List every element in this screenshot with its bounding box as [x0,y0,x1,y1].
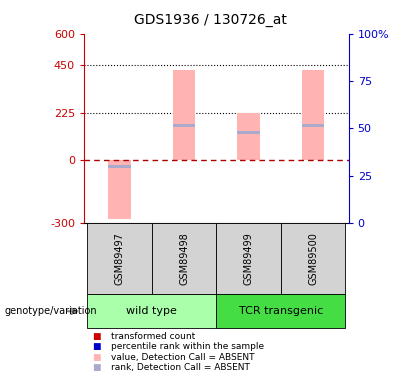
Text: rank, Detection Call = ABSENT: rank, Detection Call = ABSENT [111,363,250,372]
Text: value, Detection Call = ABSENT: value, Detection Call = ABSENT [111,353,255,362]
Text: TCR transgenic: TCR transgenic [239,306,323,316]
Bar [108,165,131,168]
Text: ■: ■ [92,353,101,362]
Text: ■: ■ [92,332,101,341]
Text: transformed count: transformed count [111,332,196,341]
Text: GSM89498: GSM89498 [179,232,189,285]
Bar [237,131,260,134]
Text: ■: ■ [92,342,101,351]
Text: GSM89499: GSM89499 [244,232,254,285]
Bar [173,69,195,160]
Text: wild type: wild type [126,306,177,316]
FancyBboxPatch shape [87,223,152,294]
Bar [302,69,324,160]
FancyBboxPatch shape [216,294,345,328]
Bar [108,160,131,219]
FancyBboxPatch shape [281,223,345,294]
Text: GSM89497: GSM89497 [115,232,124,285]
Text: GSM89500: GSM89500 [308,232,318,285]
FancyBboxPatch shape [216,223,281,294]
Text: genotype/variation: genotype/variation [4,306,97,316]
Text: ■: ■ [92,363,101,372]
Text: GDS1936 / 130726_at: GDS1936 / 130726_at [134,13,286,27]
FancyBboxPatch shape [152,223,216,294]
Bar [237,112,260,160]
Bar [173,124,195,127]
Text: percentile rank within the sample: percentile rank within the sample [111,342,265,351]
FancyBboxPatch shape [87,294,216,328]
Bar [302,124,324,127]
